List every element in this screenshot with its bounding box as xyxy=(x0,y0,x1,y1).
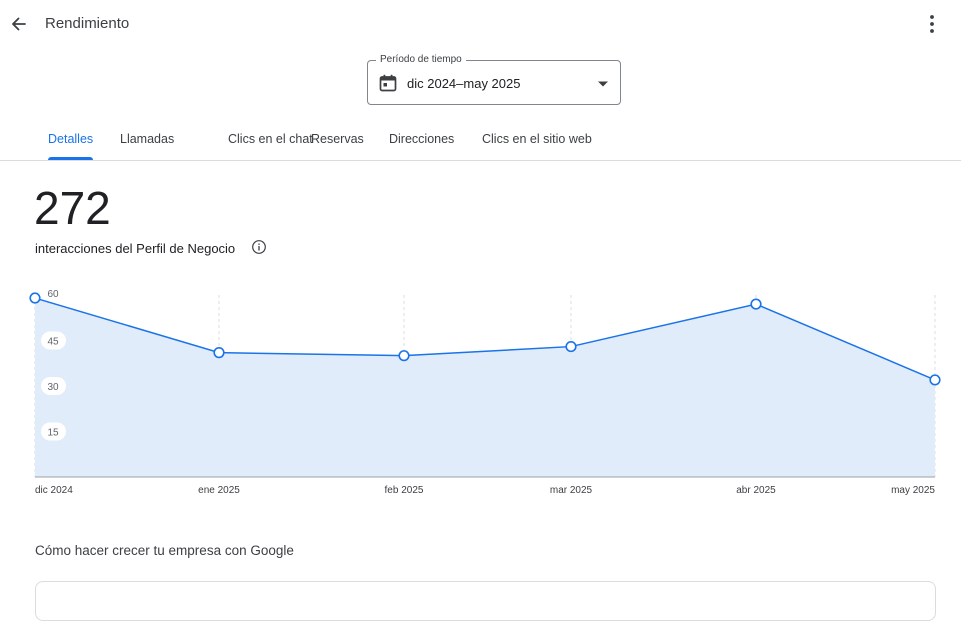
info-icon[interactable] xyxy=(251,239,267,255)
data-point xyxy=(565,340,577,353)
chart-line xyxy=(34,297,936,381)
back-button[interactable] xyxy=(6,11,32,37)
data-point xyxy=(929,374,941,386)
x-tick-label: dic 2024 xyxy=(35,485,73,496)
y-tick-pill xyxy=(41,331,66,350)
period-label: Período de tiempo xyxy=(376,54,466,66)
data-point xyxy=(398,350,410,362)
y-tick-pill xyxy=(41,422,66,441)
data-point xyxy=(29,292,41,304)
tab-detalles[interactable]: Detalles xyxy=(48,132,94,146)
x-tick-label: may 2025 xyxy=(891,485,935,496)
x-tick-label: feb 2025 xyxy=(385,485,424,496)
x-tick-label: mar 2025 xyxy=(550,485,593,496)
calendar-icon xyxy=(379,74,397,92)
interactions-chart: 60 45 30 15 dic 2024 ene 2025 feb 2025 mar 2025… xyxy=(29,289,941,496)
tab-bar: Detalles Llamadas Clics en el chat Reser… xyxy=(0,120,961,161)
data-point xyxy=(750,298,762,310)
x-tick-label: abr 2025 xyxy=(736,485,776,496)
y-tick-label: 45 xyxy=(47,337,59,348)
tab-clics-chat[interactable]: Clics en el chat xyxy=(228,132,313,146)
more-options-button[interactable] xyxy=(920,11,944,37)
app-header: Rendimiento xyxy=(0,0,961,48)
interactions-total: 272 xyxy=(34,182,111,234)
arrow-back-icon xyxy=(12,17,26,31)
tab-llamadas[interactable]: Llamadas xyxy=(120,132,175,146)
interactions-label: interacciones del Perfil de Negocio xyxy=(35,241,236,256)
tab-clics-sitio-web[interactable]: Clics en el sitio web xyxy=(482,132,592,146)
tab-direcciones[interactable]: Direcciones xyxy=(389,132,455,146)
period-value: dic 2024–may 2025 xyxy=(407,76,521,91)
page-title: Rendimiento xyxy=(45,15,130,32)
growth-card xyxy=(35,581,936,621)
y-tick-pill xyxy=(41,377,66,395)
y-tick-label: 30 xyxy=(47,382,59,393)
section-title: Cómo hacer crecer tu empresa con Google xyxy=(35,543,294,558)
tab-reservas[interactable]: Reservas xyxy=(311,132,364,146)
chart-area xyxy=(35,298,935,477)
dropdown-arrow-icon xyxy=(598,81,608,87)
more-vert-icon xyxy=(930,15,934,33)
data-point xyxy=(213,347,225,359)
period-selector[interactable]: Período de tiempo dic 2024–may 2025 xyxy=(367,54,621,105)
y-tick-label: 15 xyxy=(47,428,59,439)
x-tick-label: ene 2025 xyxy=(198,485,240,496)
y-tick-label: 60 xyxy=(47,289,59,300)
active-tab-indicator xyxy=(48,157,93,160)
